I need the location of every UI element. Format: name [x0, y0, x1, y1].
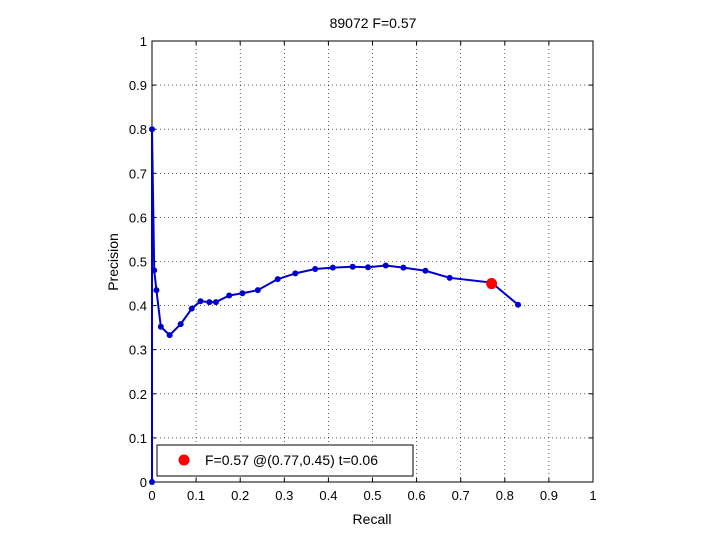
chart-title: 89072 F=0.57: [330, 15, 417, 31]
data-point: [177, 321, 184, 328]
data-point: [382, 262, 389, 269]
data-point: [274, 276, 281, 283]
x-tick-label: 0.3: [275, 488, 293, 503]
data-point: [188, 305, 195, 312]
legend-text: F=0.57 @(0.77,0.45) t=0.06: [205, 452, 378, 468]
y-tick-label: 0.6: [129, 210, 147, 225]
data-point: [515, 301, 522, 308]
data-point: [329, 264, 336, 271]
y-tick-label: 0.3: [129, 343, 147, 358]
data-point: [166, 332, 173, 339]
best-f-point: [486, 278, 498, 290]
data-point: [153, 287, 160, 294]
y-tick-label: 0.7: [129, 166, 147, 181]
x-tick-label: 0.5: [363, 488, 381, 503]
axis-ticks: 0 0.1 0.2 0.3 0.4 0.5 0.6 0.7 0.8 0.9 1 0 0.1 0.2 0.3 0…: [129, 34, 597, 503]
data-point: [349, 263, 356, 270]
x-tick-label: 0.8: [496, 488, 514, 503]
data-point: [149, 479, 155, 485]
data-point: [149, 126, 155, 133]
data-point: [312, 265, 319, 272]
data-point: [157, 323, 164, 330]
y-tick-label: 0.1: [129, 431, 147, 446]
y-axis-title: Precision: [105, 233, 121, 291]
x-tick-label: 0.7: [452, 488, 470, 503]
x-tick-label: 1: [589, 488, 596, 503]
x-axis-title: Recall: [353, 511, 392, 527]
y-tick-label: 0: [140, 475, 147, 490]
data-point: [239, 290, 246, 297]
legend-frame: [156, 444, 414, 477]
x-tick-label: 0: [148, 488, 155, 503]
y-tick-label: 0.5: [129, 255, 147, 270]
data-point: [206, 299, 213, 306]
legend-box: F=0.57 @(0.77,0.45) t=0.06: [156, 444, 414, 477]
data-point: [197, 298, 204, 305]
data-point: [226, 292, 233, 299]
x-tick-label: 0.2: [231, 488, 249, 503]
data-point: [422, 267, 429, 274]
data-point: [292, 270, 299, 277]
data-point: [400, 264, 407, 271]
data-point: [254, 287, 261, 294]
data-point: [365, 264, 372, 271]
x-tick-label: 0.9: [540, 488, 558, 503]
x-tick-label: 0.1: [187, 488, 205, 503]
y-tick-label: 0.9: [129, 78, 147, 93]
y-tick-label: 1: [140, 34, 147, 49]
best-point-layer: [486, 278, 498, 290]
legend-marker: [178, 454, 190, 466]
data-point: [446, 274, 453, 281]
y-tick-label: 0.8: [129, 122, 147, 137]
data-point: [212, 299, 219, 306]
x-tick-label: 0.6: [408, 488, 426, 503]
y-tick-label: 0.4: [129, 299, 147, 314]
grid-lines: [152, 41, 593, 482]
pr-curve: [149, 126, 522, 485]
data-point: [151, 267, 158, 274]
x-tick-label: 0.4: [319, 488, 337, 503]
y-tick-label: 0.2: [129, 387, 147, 402]
